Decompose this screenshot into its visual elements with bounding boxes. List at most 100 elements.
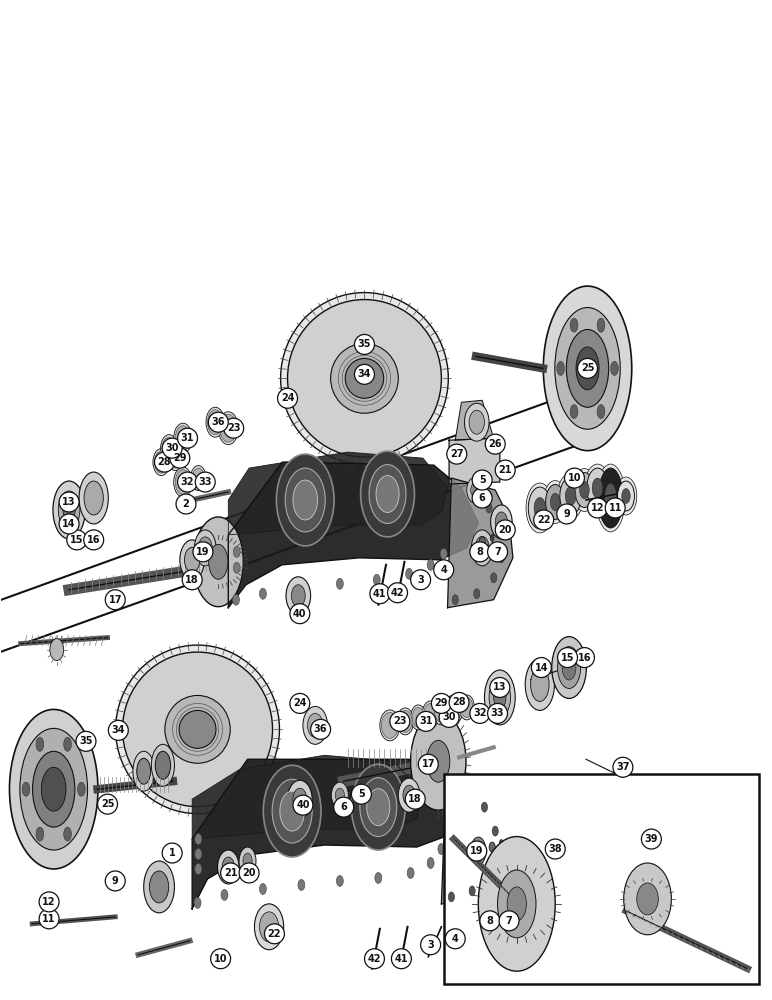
Text: 8: 8 — [476, 547, 483, 557]
Text: 6: 6 — [340, 802, 347, 812]
Ellipse shape — [137, 758, 151, 784]
Circle shape — [239, 863, 259, 883]
Text: 27: 27 — [450, 449, 463, 459]
Ellipse shape — [155, 751, 171, 779]
Ellipse shape — [133, 751, 154, 791]
Ellipse shape — [63, 499, 75, 521]
Ellipse shape — [179, 710, 216, 748]
Ellipse shape — [587, 468, 608, 508]
Text: 24: 24 — [281, 393, 294, 403]
Ellipse shape — [380, 710, 400, 741]
Ellipse shape — [169, 448, 181, 468]
Text: 13: 13 — [63, 497, 76, 507]
Ellipse shape — [59, 491, 80, 529]
Circle shape — [499, 911, 519, 931]
Circle shape — [472, 488, 492, 508]
Ellipse shape — [528, 487, 551, 529]
Ellipse shape — [195, 530, 216, 566]
Ellipse shape — [482, 802, 488, 812]
Ellipse shape — [22, 782, 30, 796]
Polygon shape — [229, 462, 479, 608]
Ellipse shape — [580, 481, 589, 499]
Ellipse shape — [42, 767, 66, 811]
Ellipse shape — [491, 573, 496, 583]
Circle shape — [290, 693, 310, 713]
Text: 25: 25 — [101, 799, 114, 809]
Ellipse shape — [259, 912, 279, 942]
Text: 35: 35 — [80, 736, 93, 746]
Ellipse shape — [218, 412, 239, 445]
Text: 40: 40 — [296, 800, 310, 810]
Text: 30: 30 — [442, 712, 455, 722]
Ellipse shape — [330, 343, 398, 413]
Ellipse shape — [490, 534, 494, 541]
Text: 21: 21 — [499, 465, 512, 475]
Ellipse shape — [180, 540, 205, 580]
Text: 1: 1 — [169, 848, 175, 858]
Circle shape — [496, 460, 515, 480]
Ellipse shape — [438, 844, 445, 855]
Circle shape — [470, 703, 489, 723]
Ellipse shape — [494, 850, 500, 860]
Ellipse shape — [507, 887, 527, 921]
Ellipse shape — [424, 703, 438, 725]
Circle shape — [470, 542, 489, 562]
Ellipse shape — [233, 546, 240, 557]
Ellipse shape — [557, 361, 564, 375]
Ellipse shape — [84, 481, 103, 515]
Ellipse shape — [20, 728, 87, 850]
Ellipse shape — [259, 883, 266, 894]
Ellipse shape — [471, 483, 480, 497]
Text: 32: 32 — [181, 477, 195, 487]
Ellipse shape — [195, 849, 201, 859]
Circle shape — [605, 498, 625, 518]
Text: 14: 14 — [63, 519, 76, 529]
Circle shape — [208, 412, 229, 432]
Circle shape — [480, 911, 499, 931]
Circle shape — [154, 452, 174, 472]
Ellipse shape — [221, 889, 228, 900]
Circle shape — [490, 678, 510, 697]
Text: 20: 20 — [242, 868, 256, 878]
Ellipse shape — [621, 489, 630, 503]
Ellipse shape — [530, 668, 549, 701]
Ellipse shape — [331, 782, 348, 808]
Ellipse shape — [562, 655, 576, 680]
Ellipse shape — [64, 737, 71, 751]
Text: 30: 30 — [165, 443, 179, 453]
Text: 18: 18 — [408, 794, 422, 804]
Circle shape — [449, 692, 469, 712]
Ellipse shape — [615, 477, 637, 515]
Ellipse shape — [9, 709, 98, 869]
Ellipse shape — [345, 358, 384, 398]
Ellipse shape — [471, 837, 486, 865]
Ellipse shape — [123, 652, 273, 807]
Circle shape — [278, 388, 297, 408]
Ellipse shape — [351, 764, 405, 850]
Text: 4: 4 — [452, 934, 459, 944]
Text: 34: 34 — [357, 369, 371, 379]
Text: 7: 7 — [506, 916, 513, 926]
Circle shape — [176, 494, 196, 514]
Ellipse shape — [571, 405, 578, 419]
Ellipse shape — [489, 842, 495, 852]
Bar — [444, 774, 759, 984]
Circle shape — [354, 334, 374, 354]
Ellipse shape — [435, 700, 449, 722]
Ellipse shape — [168, 446, 183, 471]
Ellipse shape — [403, 785, 415, 805]
Ellipse shape — [161, 435, 178, 462]
Ellipse shape — [469, 410, 485, 434]
Ellipse shape — [405, 568, 412, 579]
Circle shape — [211, 949, 231, 969]
Ellipse shape — [489, 679, 510, 716]
Ellipse shape — [422, 701, 439, 728]
Circle shape — [496, 520, 515, 540]
Ellipse shape — [398, 778, 420, 812]
Circle shape — [67, 530, 86, 550]
Text: 33: 33 — [491, 708, 504, 718]
Circle shape — [105, 871, 125, 891]
Text: 37: 37 — [616, 762, 630, 772]
Text: 5: 5 — [479, 475, 486, 485]
Ellipse shape — [36, 737, 44, 751]
